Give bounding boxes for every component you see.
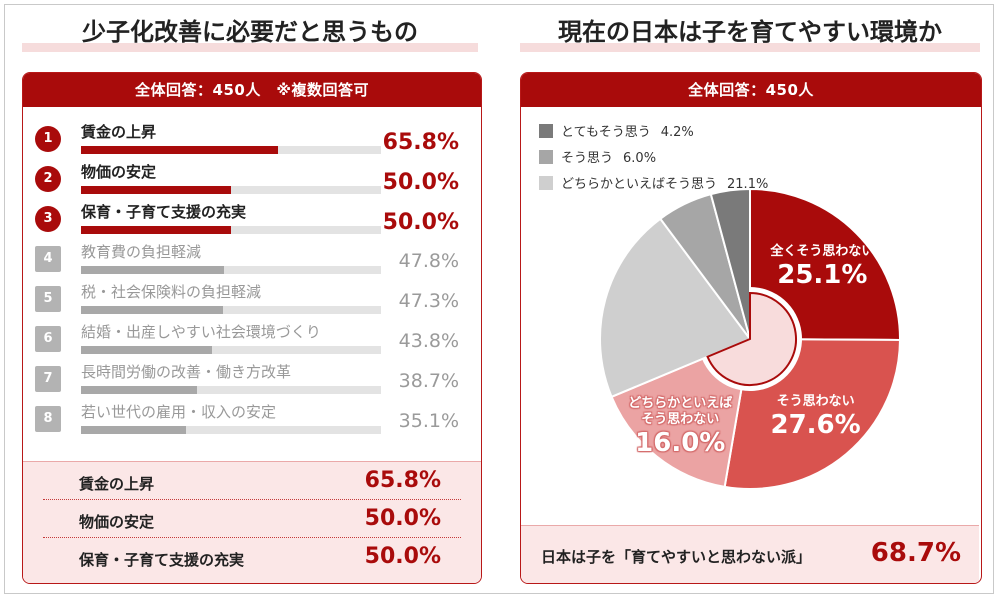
survey-card: 全体回答：450人 とてもそう思う 4.2% そう思う 6.0% どちらかといえばそう思… bbox=[520, 72, 982, 584]
ranking-row: 8 若い世代の雇用・収入の安定 35.1% bbox=[23, 401, 479, 441]
rank-value-label: 65.8% bbox=[382, 130, 459, 155]
rank-badge: 2 bbox=[35, 166, 61, 192]
summary-pct: 65.8% bbox=[364, 468, 441, 493]
ranking-row: 2 物価の安定 50.0% bbox=[23, 161, 479, 201]
summary-row: 保育・子育て支援の充実 50.0% bbox=[43, 540, 461, 576]
conclusion-pct: 68.7% bbox=[870, 538, 961, 568]
slice-name: そう思わない bbox=[641, 411, 720, 427]
pie-slice bbox=[749, 187, 901, 341]
bar-track bbox=[81, 186, 381, 194]
bar-track bbox=[81, 426, 381, 434]
slice-pct: 27.6% bbox=[770, 410, 861, 441]
bar bbox=[81, 346, 213, 354]
rank-value-label: 43.8% bbox=[398, 330, 459, 352]
rank-label: 長時間労働の改善・働き方改革 bbox=[81, 363, 292, 381]
summary-label: 保育・子育て支援の充実 bbox=[79, 551, 245, 569]
rank-badge: 3 bbox=[35, 206, 61, 232]
left-panel-title: 少子化改善に必要だと思うもの bbox=[22, 10, 478, 54]
bar bbox=[81, 386, 198, 394]
rank-value-label: 47.8% bbox=[398, 250, 459, 272]
slice-label: そう思わない 27.6% bbox=[771, 394, 861, 440]
rank-value-label: 35.1% bbox=[398, 410, 459, 432]
slice-label: どちらかといえば そう思わない 16.0% bbox=[628, 396, 732, 458]
ranking-row: 7 長時間労働の改善・働き方改革 38.7% bbox=[23, 361, 479, 401]
left-title-text: 少子化改善に必要だと思うもの bbox=[82, 18, 418, 46]
legend-pct: 6.0% bbox=[623, 151, 657, 166]
pie-slice bbox=[599, 217, 752, 399]
rank-label: 物価の安定 bbox=[81, 163, 157, 181]
pie-slice bbox=[709, 187, 751, 340]
legend-label: そう思う bbox=[561, 151, 614, 166]
legend-label: どちらかといえばそう思う bbox=[561, 177, 718, 192]
dotted-divider bbox=[43, 537, 461, 538]
conclusion-box: 日本は子を「育てやすいと思わない派」 68.7% bbox=[521, 525, 979, 583]
summary-label: 賃金の上昇 bbox=[79, 475, 155, 493]
rank-label: 若い世代の雇用・収入の安定 bbox=[81, 403, 277, 421]
legend-pct: 4.2% bbox=[660, 125, 694, 140]
bar bbox=[81, 186, 231, 194]
legend-item: そう思う 6.0% bbox=[539, 147, 768, 173]
rank-badge: 6 bbox=[35, 326, 61, 352]
outer-frame bbox=[4, 4, 994, 594]
ranking-row: 4 教育費の負担軽減 47.8% bbox=[23, 241, 479, 281]
rank-value-label: 47.3% bbox=[398, 290, 459, 312]
highlight-wedge bbox=[706, 291, 797, 386]
rank-badge: 4 bbox=[35, 246, 61, 272]
bar-track bbox=[81, 346, 381, 354]
donut-chart bbox=[599, 187, 902, 490]
bar bbox=[81, 426, 187, 434]
legend-item: とてもそう思う 4.2% bbox=[539, 121, 768, 147]
rank-badge: 1 bbox=[35, 126, 61, 152]
rank-label: 賃金の上昇 bbox=[81, 123, 157, 141]
slice-pct: 16.0% bbox=[635, 427, 726, 458]
bar-track bbox=[81, 266, 381, 274]
bar-track bbox=[81, 226, 381, 234]
rank-badge: 5 bbox=[35, 286, 61, 312]
slice-pct: 25.1% bbox=[777, 260, 868, 291]
rank-value-label: 50.0% bbox=[382, 210, 459, 235]
legend-label: とてもそう思う bbox=[561, 125, 651, 140]
ranking-row: 5 税・社会保険料の負担軽減 47.3% bbox=[23, 281, 479, 321]
summary-pct: 50.0% bbox=[364, 544, 441, 569]
summary-label: 物価の安定 bbox=[79, 513, 155, 531]
bar bbox=[81, 306, 223, 314]
ranking-card-header: 全体回答：450人 ※複数回答可 bbox=[23, 73, 481, 107]
summary-pct: 50.0% bbox=[364, 506, 441, 531]
rank-value-label: 38.7% bbox=[398, 370, 459, 392]
survey-card-header: 全体回答：450人 bbox=[521, 73, 981, 107]
top3-summary: 賃金の上昇 65.8% 物価の安定 50.0% 保育・子育て支援の充実 50.0… bbox=[23, 461, 481, 583]
slice-label: 全くそう思わない 25.1% bbox=[770, 244, 874, 290]
right-panel-title: 現在の日本は子を育てやすい環境か bbox=[520, 10, 980, 54]
rank-badge: 8 bbox=[35, 406, 61, 432]
slice-name: 全くそう思わない bbox=[770, 244, 875, 260]
rank-badge: 7 bbox=[35, 366, 61, 392]
legend-swatch bbox=[539, 124, 553, 138]
ranking-row: 3 保育・子育て支援の充実 50.0% bbox=[23, 201, 479, 241]
conclusion-label: 日本は子を「育てやすいと思わない派」 bbox=[541, 548, 812, 566]
rank-label: 税・社会保険料の負担軽減 bbox=[81, 283, 262, 301]
ranking-card: 全体回答：450人 ※複数回答可 1 賃金の上昇 65.8% 2 物価の安定 50.0% 3… bbox=[22, 72, 482, 584]
rank-label: 教育費の負担軽減 bbox=[81, 243, 202, 261]
summary-row: 賃金の上昇 65.8% bbox=[43, 464, 461, 500]
summary-row: 物価の安定 50.0% bbox=[43, 502, 461, 538]
legend-swatch bbox=[539, 150, 553, 164]
rank-label: 保育・子育て支援の充実 bbox=[81, 203, 247, 221]
legend-swatch bbox=[539, 176, 553, 190]
ranking-row: 1 賃金の上昇 65.8% bbox=[23, 121, 479, 161]
bar-track bbox=[81, 386, 381, 394]
slice-name: どちらかといえば bbox=[628, 395, 733, 411]
rank-label: 結婚・出産しやすい社会環境づくり bbox=[81, 323, 321, 341]
bar-track bbox=[81, 306, 381, 314]
bar bbox=[81, 226, 231, 234]
bar bbox=[81, 146, 279, 154]
slice-name: そう思わない bbox=[776, 394, 855, 410]
dotted-divider bbox=[43, 499, 461, 500]
bar bbox=[81, 266, 225, 274]
bar-track bbox=[81, 146, 381, 154]
ranking-row: 6 結婚・出産しやすい社会環境づくり 43.8% bbox=[23, 321, 479, 361]
right-title-text: 現在の日本は子を育てやすい環境か bbox=[558, 18, 942, 46]
pie-legend: とてもそう思う 4.2% そう思う 6.0% どちらかといえばそう思う 21.1% bbox=[539, 121, 768, 199]
rank-value-label: 50.0% bbox=[382, 170, 459, 195]
